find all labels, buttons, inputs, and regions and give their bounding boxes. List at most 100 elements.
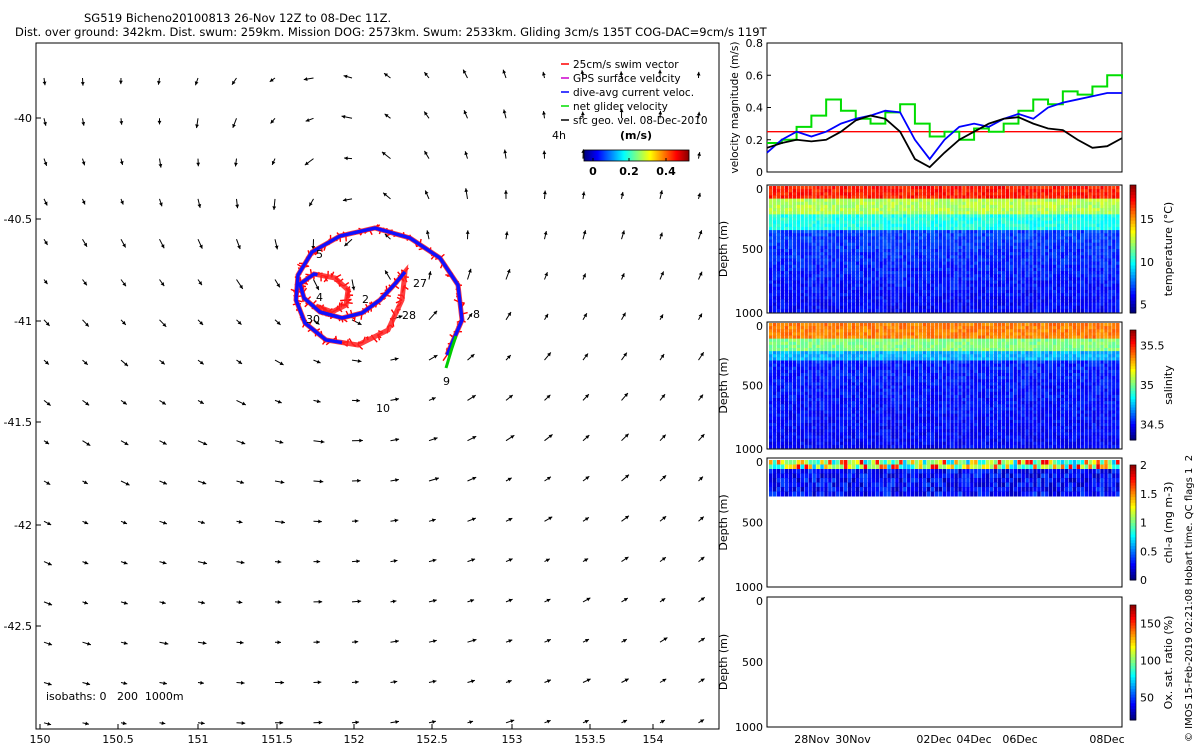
velocity-y-tick: 0.4	[746, 102, 764, 115]
vector-arrowhead	[700, 352, 704, 357]
vector-arrowhead	[43, 121, 47, 126]
vector-arrowhead	[240, 680, 245, 685]
vector-arrowhead	[585, 394, 589, 399]
vector-arrowhead	[123, 641, 128, 645]
map-x-tick-label: 153.5	[574, 733, 606, 746]
vector-arrowhead	[586, 678, 591, 683]
vector-arrowhead	[433, 437, 438, 441]
vector-arrowhead	[121, 321, 126, 325]
vector-arrowhead	[424, 190, 429, 195]
vector-arrowhead	[355, 720, 360, 725]
vector-arrowhead	[585, 435, 590, 439]
vector-arrowhead	[357, 359, 362, 363]
map-y-tick-label: -40.5	[4, 213, 32, 226]
colorbar-tick: 0.2	[619, 165, 639, 178]
vector-arrowhead	[508, 639, 513, 643]
map-y-ticks: -40 -40.5 -41 -41.5 -42 -42.5	[4, 112, 41, 633]
colorbar-tick-label: 1	[1140, 517, 1147, 530]
vector-arrowhead	[123, 601, 128, 605]
vector-arrowhead	[43, 201, 48, 206]
colorbar-tick-label: 35.5	[1140, 340, 1165, 353]
colorbar-tick: 0.4	[656, 165, 676, 178]
vector-arrowhead	[199, 321, 204, 325]
vector-arrowhead	[580, 70, 585, 74]
vector-arrowhead	[356, 398, 361, 403]
vector-arrowhead	[699, 394, 704, 399]
profile-frame	[766, 596, 1123, 728]
vector-arrowhead	[44, 240, 48, 245]
date-tick-label: 08Dec	[1089, 733, 1124, 746]
date-tick-label: 04Dec	[956, 733, 991, 746]
vector-arrowhead	[354, 519, 359, 524]
vector-arrowhead	[351, 286, 356, 291]
vector-arrowhead	[583, 313, 587, 318]
vector-arrowhead	[433, 355, 438, 359]
vector-arrowhead	[546, 639, 551, 643]
vector-arrowhead	[319, 479, 324, 484]
vector-arrowhead	[202, 480, 207, 485]
vector-arrowhead	[123, 560, 128, 565]
vector-arrowhead	[46, 481, 51, 485]
vector-arrowhead	[471, 395, 476, 399]
vector-arrowhead	[700, 637, 705, 642]
vector-arrowhead	[83, 242, 87, 247]
vector-arrowhead	[510, 435, 515, 439]
vector-arrowhead	[506, 355, 511, 359]
vector-arrowhead	[160, 360, 165, 365]
vector-arrowhead	[270, 119, 275, 124]
vector-arrowhead	[384, 73, 389, 77]
vector-arrowhead	[238, 360, 243, 364]
vector-arrowhead	[124, 362, 128, 367]
vector-arrowhead	[463, 110, 468, 115]
vector-arrowhead	[424, 72, 429, 77]
vector-arrowhead	[232, 80, 236, 85]
vector-arrowhead	[546, 598, 551, 603]
vector-arrowhead	[699, 476, 703, 481]
velocity-vector-field	[42, 69, 706, 726]
colorbar-label: temperature (°C)	[1162, 202, 1175, 296]
vector-arrowhead	[315, 320, 320, 325]
vector-arrowhead	[428, 271, 432, 276]
vector-arrowhead	[239, 640, 244, 645]
vector-arrowhead	[318, 519, 322, 524]
vector-arrowhead	[343, 74, 348, 79]
vector-arrowhead	[85, 322, 89, 327]
isobaths-label: isobaths: 0 200 1000m	[46, 690, 184, 703]
vector-arrowhead	[43, 161, 48, 166]
map-x-tick-label: 150.5	[102, 733, 134, 746]
vector-arrowhead	[47, 521, 52, 526]
day-label: 28	[402, 309, 416, 322]
vector-arrowhead	[157, 120, 162, 125]
depth-axis-label: Depth (m)	[717, 357, 730, 413]
vector-arrowhead	[582, 230, 587, 235]
vector-arrowhead	[394, 357, 399, 362]
vector-arrowhead	[543, 231, 548, 235]
vector-arrowhead	[697, 192, 702, 197]
vector-arrowhead	[279, 440, 284, 444]
vector-arrowhead	[504, 231, 509, 236]
vector-arrowhead	[696, 71, 701, 76]
colorbar-label: Ox. sat. ratio (%)	[1162, 616, 1175, 710]
vector-arrowhead	[277, 559, 282, 564]
vector-arrowhead	[546, 679, 551, 683]
vector-arrowhead	[432, 720, 436, 724]
vector-arrowhead	[398, 315, 403, 319]
date-tick-label: 06Dec	[1002, 733, 1037, 746]
vector-arrowhead	[203, 441, 208, 446]
vector-arrowhead	[503, 149, 508, 154]
vector-arrowhead	[470, 599, 475, 603]
vector-arrowhead	[700, 597, 705, 601]
vector-arrowhead	[200, 721, 205, 726]
date-tick-label: 02Dec	[916, 733, 951, 746]
vector-arrowhead	[122, 721, 127, 726]
vector-arrowhead	[158, 163, 163, 168]
vector-arrowhead	[584, 719, 589, 724]
map-x-ticks: 150 150.5 151 151.5 152 152.5 153 153.5 154	[30, 724, 664, 746]
legend-entry: dive-avg current veloc.	[573, 87, 694, 99]
vector-arrowhead	[316, 559, 321, 564]
vector-arrowhead	[472, 436, 477, 440]
vector-arrowhead	[162, 520, 167, 525]
vector-arrowhead	[584, 353, 589, 358]
vector-arrowhead	[232, 123, 236, 128]
